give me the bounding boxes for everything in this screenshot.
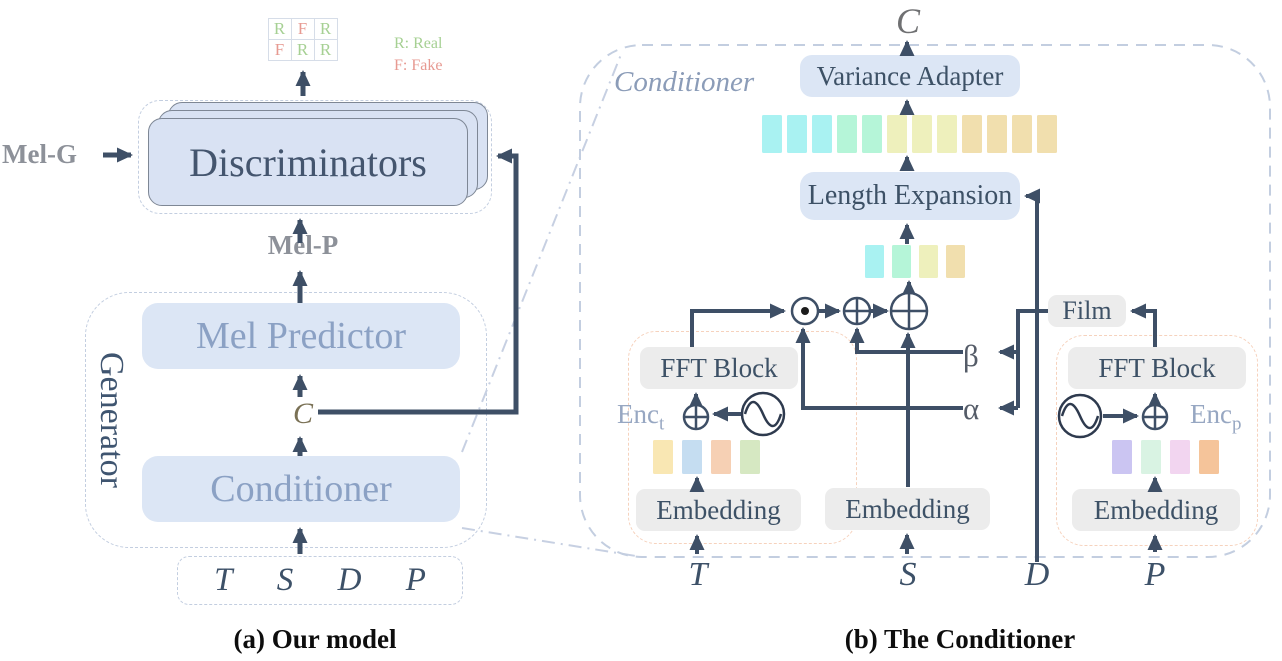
film-label: Film — [1062, 296, 1112, 325]
frame-bar — [1037, 115, 1057, 153]
embedding-t-block: Embedding — [636, 489, 801, 531]
legend-real: R: Real — [394, 35, 443, 52]
c-symbol-right: C — [895, 1, 920, 41]
enc-t-bars — [653, 440, 760, 474]
rf-cell: R — [290, 38, 315, 61]
beta-symbol: β — [963, 338, 979, 373]
enc-t-text: Enc — [617, 399, 659, 429]
conditioner-label: Conditioner — [210, 468, 392, 510]
frame-bar — [1141, 440, 1161, 474]
variance-adapter-block: Variance Adapter — [800, 55, 1020, 97]
frame-bar — [919, 245, 938, 278]
rf-cell: R — [313, 38, 338, 61]
mel-p-label: Mel-P — [267, 230, 339, 260]
embedding-t-label: Embedding — [656, 494, 781, 525]
oplus-big-icon — [889, 291, 929, 331]
rf-cell: R — [267, 17, 292, 40]
c-symbol-left: C — [292, 397, 313, 430]
rf-cell: F — [290, 17, 315, 40]
conditioner-panel-label: Conditioner — [614, 66, 755, 98]
conditioner-block: Conditioner — [142, 456, 460, 522]
frame-bar — [653, 440, 673, 474]
frame-bar — [987, 115, 1007, 153]
frame-bar — [946, 245, 965, 278]
frame-bar — [937, 115, 957, 153]
enc-t-label: Enct — [617, 399, 664, 435]
mel-g-label: Mel-G — [2, 139, 77, 169]
input-t-right: T — [688, 556, 708, 593]
fft-block-p: FFT Block — [1068, 347, 1246, 389]
generator-label-wrap: Generator — [92, 300, 130, 540]
discriminators-block: Discriminators — [148, 118, 468, 206]
legend: R: Real F: Fake — [394, 33, 442, 77]
discriminators-label: Discriminators — [189, 139, 427, 185]
frame-bar — [762, 115, 782, 153]
rf-cell: R — [313, 17, 338, 40]
frame-bar — [837, 115, 857, 153]
frame-bar — [962, 115, 982, 153]
generator-label: Generator — [93, 352, 130, 488]
frame-bar — [887, 115, 907, 153]
frame-bar — [1170, 440, 1190, 474]
frame-bar — [740, 440, 760, 474]
embedding-p-label: Embedding — [1093, 494, 1219, 525]
input-t: T — [214, 562, 233, 598]
frame-bar — [892, 245, 911, 278]
frame-bar — [787, 115, 807, 153]
enc-p-label: Encp — [1190, 399, 1241, 435]
frame-bar — [912, 115, 932, 153]
input-p-right: P — [1144, 556, 1166, 593]
length-expansion-block: Length Expansion — [800, 172, 1020, 220]
inputs-box: T S D P — [177, 556, 463, 605]
enc-t-sub: t — [658, 413, 665, 435]
enc-p-sub: p — [1231, 413, 1242, 435]
mel-predictor-label: Mel Predictor — [195, 315, 406, 357]
embedding-s-block: Embedding — [825, 488, 990, 530]
frame-bar — [1112, 440, 1132, 474]
length-expansion-label: Length Expansion — [807, 180, 1013, 211]
input-d-right: D — [1024, 556, 1050, 593]
rf-output-grid: R F R F R R — [267, 17, 338, 61]
legend-fake: F: Fake — [394, 57, 443, 74]
frame-bar — [862, 115, 882, 153]
caption-b: (b) The Conditioner — [844, 624, 1076, 654]
variance-adapter-label: Variance Adapter — [816, 60, 1004, 91]
mel-predictor-block: Mel Predictor — [142, 303, 460, 369]
frame-bar — [812, 115, 832, 153]
input-s-right: S — [899, 556, 917, 593]
input-d: D — [337, 562, 362, 598]
condensed-frame-bars — [865, 245, 965, 278]
frame-bar — [865, 245, 884, 278]
oplus-small-icon — [842, 296, 872, 326]
fft-block-t-label: FFT Block — [660, 352, 778, 383]
fft-block-p-label: FFT Block — [1098, 352, 1216, 383]
caption-a: (a) Our model — [233, 624, 397, 654]
embedding-p-block: Embedding — [1072, 489, 1240, 531]
film-block: Film — [1048, 295, 1126, 327]
frame-bar — [711, 440, 731, 474]
enc-p-bars — [1112, 440, 1219, 474]
embedding-s-label: Embedding — [845, 493, 970, 524]
input-s: S — [276, 562, 294, 598]
frame-bar — [1012, 115, 1032, 153]
enc-p-text: Enc — [1190, 399, 1232, 429]
expanded-frame-bars — [762, 115, 1057, 153]
alpha-symbol: α — [963, 391, 980, 426]
fft-block-t: FFT Block — [640, 347, 798, 389]
rf-cell: F — [267, 38, 292, 61]
frame-bar — [682, 440, 702, 474]
odot-icon — [790, 296, 820, 326]
input-p: P — [405, 562, 426, 598]
frame-bar — [1199, 440, 1219, 474]
